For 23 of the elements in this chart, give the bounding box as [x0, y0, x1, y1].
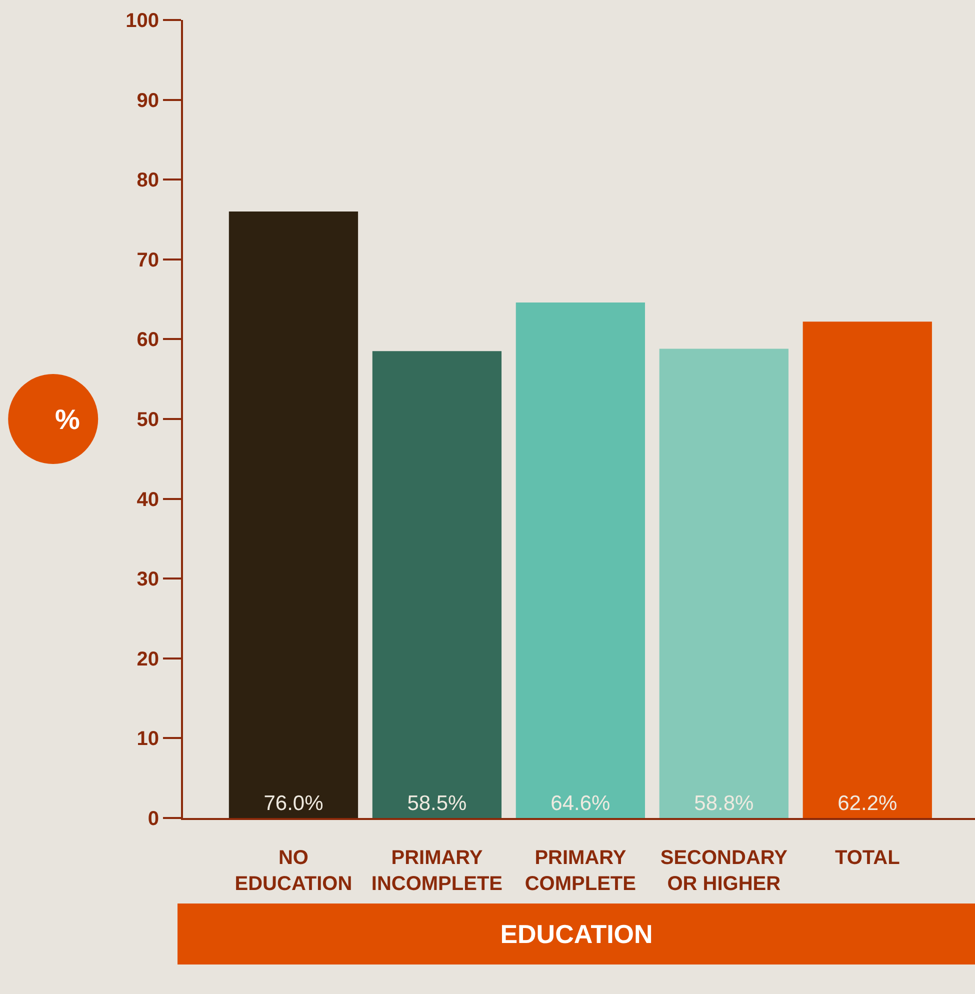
data-label: 64.6% — [550, 792, 610, 815]
y-tick-label: 30 — [136, 568, 159, 591]
y-tick-label: 70 — [136, 249, 159, 272]
y-tick-label: 50 — [136, 409, 159, 431]
x-tick-label: TOTAL — [834, 847, 900, 869]
x-tick-label: SECONDARY OR HIGHER — [660, 847, 788, 895]
y-tick-label: 90 — [136, 90, 159, 112]
data-label: 62.2% — [838, 792, 898, 815]
data-label: 58.5% — [407, 792, 467, 815]
y-axis-title: % — [55, 404, 80, 435]
y-tick-label: 80 — [136, 170, 159, 192]
y-tick-label: 60 — [136, 329, 159, 352]
y-tick-label: 0 — [148, 808, 159, 830]
y-tick-label: 100 — [126, 10, 159, 32]
x-axis-title: EDUCATION — [500, 919, 653, 949]
x-tick-label: NO EDUCATION — [234, 847, 352, 895]
x-tick-label: PRIMARY INCOMPLETE — [371, 847, 503, 895]
x-tick-label: PRIMARY COMPLETE — [524, 847, 636, 895]
data-label: 58.8% — [694, 792, 754, 815]
y-tick-label: 10 — [136, 728, 159, 750]
data-label: 76.0% — [264, 792, 324, 815]
y-tick-label: 20 — [136, 648, 159, 670]
y-tick-label: 40 — [136, 488, 159, 511]
